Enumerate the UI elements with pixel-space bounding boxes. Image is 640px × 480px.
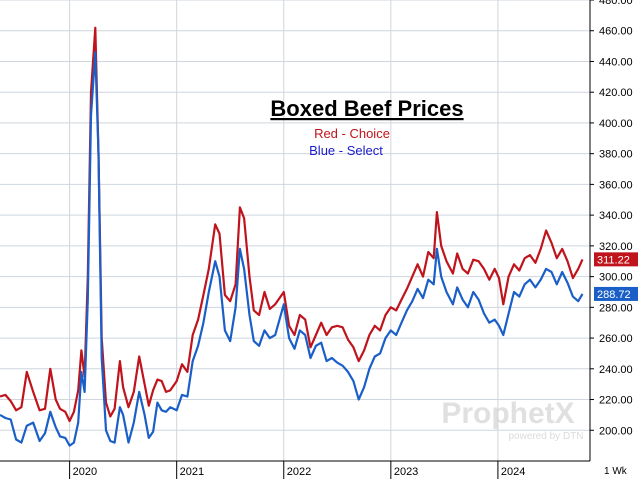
watermark-sub: powered by DTN [508,431,583,442]
y-tick-label: 240.00 [599,364,633,376]
y-tick-label: 300.00 [599,272,633,284]
last-value-label-select: 288.72 [597,289,631,301]
y-tick-label: 200.00 [599,425,633,437]
y-axis: 200.00 220.00 240.00 260.00 280.00 300.00 320.… [590,0,633,437]
legend-choice: Red - Choice [314,126,390,141]
y-tick-label: 460.00 [599,26,633,38]
y-tick-label: 440.00 [599,56,633,68]
x-tick-label: 2023 [394,466,418,478]
y-tick-label: 400.00 [599,118,633,130]
last-value-label-choice: 311.22 [597,254,630,266]
x-tick-label: 2022 [287,466,311,478]
x-tick-label: 2024 [501,466,525,478]
last-value-badges: 311.22 288.72 [594,252,638,301]
y-tick-label: 480.00 [599,0,633,7]
y-tick-label: 260.00 [599,333,633,345]
y-tick-label: 420.00 [599,87,633,99]
series-line-choice [0,26,584,423]
period-label: 1 Wk [604,466,628,477]
legend-select: Blue - Select [309,143,383,158]
series-line-select [0,51,584,447]
y-tick-label: 320.00 [599,241,633,253]
y-tick-label: 360.00 [599,179,633,191]
chart-title: Boxed Beef Prices [270,96,463,121]
watermark-brand: ProphetX [441,397,574,430]
y-tick-label: 220.00 [599,395,633,407]
watermark: ProphetX powered by DTN [441,397,583,442]
y-tick-label: 340.00 [599,210,633,222]
last-value-badge-choice [594,252,638,267]
y-tick-label: 280.00 [599,302,633,314]
x-tick-label: 2021 [180,466,204,478]
plot-area [0,26,584,447]
x-axis: 2020 2021 2022 2023 2024 [69,461,525,479]
y-tick-label: 380.00 [599,149,633,161]
x-tick-label: 2020 [73,466,97,478]
last-value-badge-select [594,286,638,301]
